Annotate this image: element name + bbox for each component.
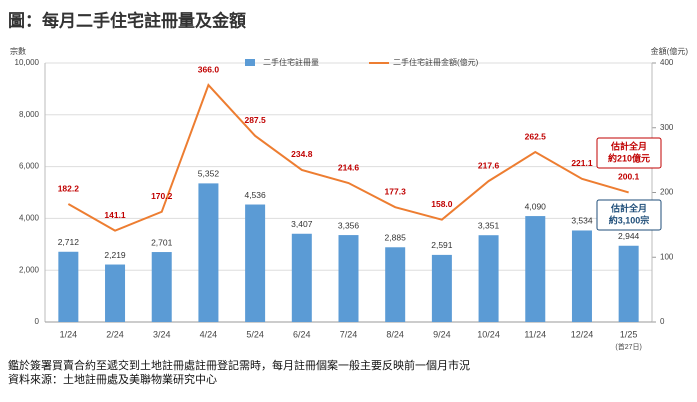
x-tick-label: 3/24	[153, 329, 171, 339]
annotation-text: 約3,100宗	[609, 214, 650, 225]
x-tick-label: 5/24	[246, 329, 264, 339]
x-tick-label: 12/24	[571, 329, 594, 339]
bar-label: 2,591	[431, 240, 453, 250]
y-tick-label: 10,000	[15, 58, 40, 67]
y2-tick-label: 300	[660, 123, 674, 132]
bar	[151, 252, 172, 322]
chart-title: 圖：每月二手住宅註冊量及金額	[8, 10, 246, 30]
bar-label: 3,534	[571, 216, 593, 226]
bar	[478, 235, 499, 322]
line-label: 366.0	[198, 64, 220, 74]
bar-label: 2,944	[618, 231, 640, 241]
legend-label: 二手住宅註冊量	[263, 57, 319, 67]
footnote: 資料來源：土地註冊處及美聯物業研究中心	[8, 372, 217, 386]
bar-label: 4,536	[244, 190, 266, 200]
legend-label: 二手住宅註冊金額(億元)	[393, 57, 479, 67]
y-tick-label: 2,000	[19, 265, 40, 274]
bar	[385, 247, 406, 322]
y2-tick-label: 0	[660, 317, 665, 326]
y-tick-label: 6,000	[19, 162, 40, 171]
legend-swatch	[245, 59, 255, 66]
line	[67, 83, 629, 232]
line-label: 177.3	[385, 186, 407, 196]
bar-label: 3,351	[478, 220, 500, 230]
bar-label: 2,219	[104, 250, 126, 260]
line-label: 234.8	[291, 149, 313, 159]
y2-axis-title: 金額(億元)	[651, 46, 689, 56]
y-axis-title: 宗數	[10, 46, 26, 56]
y-tick-label: 0	[35, 317, 40, 326]
y-tick-label: 8,000	[19, 110, 40, 119]
y2-tick-label: 100	[660, 252, 674, 261]
line-label: 158.0	[431, 199, 453, 209]
bar	[571, 230, 592, 322]
x-tick-note: (首27日)	[615, 342, 641, 351]
x-tick-label: 11/24	[524, 329, 546, 339]
line-label: 182.2	[58, 183, 80, 193]
x-tick-label: 7/24	[340, 329, 358, 339]
annotation-box	[596, 137, 662, 169]
bar	[618, 245, 639, 322]
y-tick-label: 4,000	[19, 214, 40, 223]
bar	[58, 251, 79, 322]
bar-label: 2,712	[58, 237, 80, 247]
bar-label: 4,090	[525, 201, 547, 211]
bar-label: 3,407	[291, 219, 313, 229]
annotation-text: 估計全月	[610, 202, 647, 213]
bar	[105, 264, 126, 322]
x-tick-label: 1/24	[60, 329, 78, 339]
x-tick-label: 1/25	[620, 329, 638, 339]
line-label: 262.5	[525, 131, 547, 141]
annotation-box	[596, 199, 662, 231]
bar-label: 3,356	[338, 220, 360, 230]
line-label: 287.5	[244, 115, 266, 125]
x-tick-label: 10/24	[477, 329, 500, 339]
bar	[525, 216, 546, 322]
line-label: 214.6	[338, 162, 360, 172]
annotation-text: 約210億元	[608, 152, 650, 163]
y2-tick-label: 200	[660, 188, 674, 197]
bar-label: 5,352	[198, 169, 220, 179]
x-tick-label: 4/24	[200, 329, 218, 339]
bar	[198, 183, 219, 322]
line-label: 200.1	[618, 172, 640, 182]
annotation-text: 估計全月	[610, 140, 647, 151]
bar	[291, 233, 312, 322]
y2-tick-label: 400	[660, 58, 674, 67]
line-label: 217.6	[478, 160, 500, 170]
line-label: 170.2	[151, 191, 173, 201]
bar	[431, 254, 452, 322]
x-tick-label: 6/24	[293, 329, 311, 339]
x-tick-label: 8/24	[386, 329, 404, 339]
line-label: 141.1	[104, 210, 126, 220]
line-label: 221.1	[571, 158, 593, 168]
bar-label: 2,885	[385, 233, 407, 243]
footnote: 鑑於簽署買賣合約至遞交到土地註冊處註冊登記需時，每月註冊個案一般主要反映前一個月…	[8, 358, 470, 372]
bar	[245, 204, 266, 322]
x-tick-label: 2/24	[106, 329, 124, 339]
x-tick-label: 9/24	[433, 329, 451, 339]
bar-label: 2,701	[151, 237, 173, 247]
bar	[338, 235, 359, 322]
